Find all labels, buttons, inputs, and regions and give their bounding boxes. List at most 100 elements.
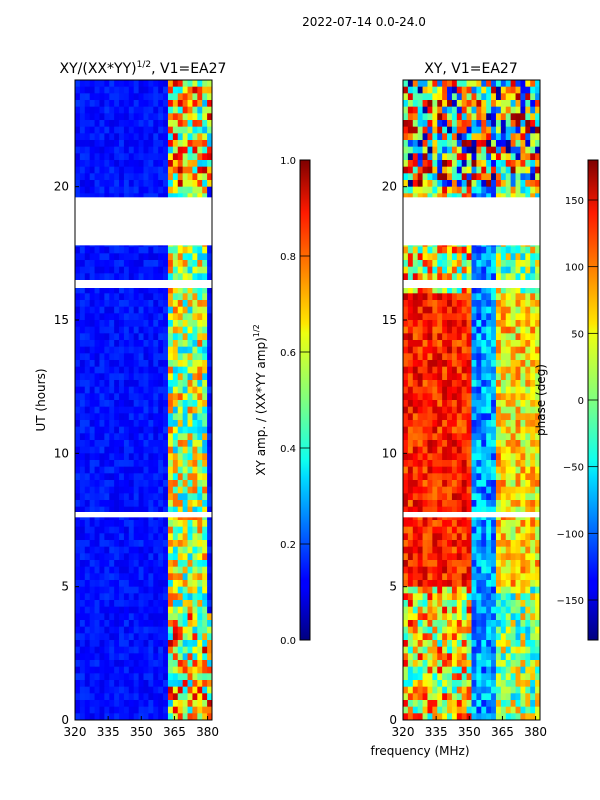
heatmap-cell	[442, 186, 448, 194]
heatmap-cell	[442, 260, 448, 268]
heatmap-cell	[495, 420, 502, 428]
heatmap-cell	[510, 186, 516, 194]
heatmap-cell	[167, 453, 174, 461]
heatmap-cell	[442, 600, 448, 608]
heatmap-cell	[187, 680, 193, 688]
heatmap-cell	[505, 480, 512, 488]
heatmap-cell	[515, 86, 521, 94]
heatmap-cell	[187, 140, 193, 148]
heatmap-cell	[535, 253, 540, 261]
heatmap-cell	[427, 426, 433, 434]
heatmap-cell	[114, 346, 120, 354]
heatmap-cell	[207, 146, 212, 154]
heatmap-cell	[510, 313, 516, 321]
heatmap-cell	[505, 606, 512, 614]
heatmap-cell	[207, 393, 212, 401]
heatmap-cell	[167, 706, 174, 714]
heatmap-cell	[114, 306, 120, 314]
heatmap-cell	[515, 386, 521, 394]
heatmap-cell	[427, 253, 433, 261]
heatmap-cell	[442, 520, 448, 528]
heatmap-cell	[84, 333, 91, 341]
heatmap-cell	[138, 660, 144, 668]
heatmap-cell	[530, 573, 536, 581]
heatmap-cell	[89, 666, 95, 674]
heatmap-cell	[500, 520, 507, 528]
heatmap-cell	[197, 713, 203, 720]
heatmap-cell	[437, 580, 443, 588]
heatmap-cell	[476, 580, 482, 588]
heatmap-cell	[133, 660, 139, 668]
data-gap	[75, 512, 212, 518]
heatmap-cell	[207, 253, 212, 261]
heatmap-cell	[119, 253, 125, 261]
heatmap-cell	[177, 313, 184, 321]
heatmap-cell	[182, 100, 188, 108]
heatmap-cell	[84, 633, 91, 641]
heatmap-cell	[128, 286, 135, 294]
heatmap-cell	[158, 406, 164, 414]
heatmap-cell	[456, 566, 463, 574]
heatmap-cell	[75, 113, 81, 121]
heatmap-cell	[138, 393, 144, 401]
heatmap-cell	[99, 313, 105, 321]
heatmap-cell	[520, 413, 526, 421]
heatmap-cell	[94, 680, 100, 688]
heatmap-cell	[133, 460, 139, 468]
heatmap-cell	[158, 246, 164, 254]
heatmap-cell	[476, 106, 482, 114]
heatmap-cell	[447, 100, 453, 108]
heatmap-cell	[177, 360, 184, 368]
heatmap-cell	[89, 133, 95, 141]
heatmap-cell	[114, 520, 120, 528]
heatmap-cell	[123, 93, 130, 101]
heatmap-cell	[456, 313, 463, 321]
heatmap-cell	[412, 373, 419, 381]
heatmap-cell	[403, 613, 409, 621]
heatmap-cell	[495, 380, 502, 388]
heatmap-cell	[128, 706, 135, 714]
heatmap-cell	[75, 106, 81, 114]
heatmap-cell	[491, 326, 497, 334]
heatmap-cell	[158, 706, 164, 714]
heatmap-cell	[119, 486, 125, 494]
heatmap-cell	[202, 566, 208, 574]
heatmap-cell	[403, 146, 409, 154]
heatmap-cell	[447, 560, 453, 568]
heatmap-cell	[197, 460, 203, 468]
heatmap-cell	[481, 180, 487, 188]
heatmap-cell	[505, 113, 512, 121]
heatmap-cell	[403, 380, 409, 388]
heatmap-cell	[79, 160, 86, 168]
heatmap-cell	[133, 306, 139, 314]
heatmap-cell	[163, 560, 169, 568]
heatmap-cell	[123, 146, 130, 154]
heatmap-cell	[158, 400, 164, 408]
heatmap-cell	[403, 586, 409, 594]
heatmap-cell	[451, 353, 458, 361]
heatmap-cell	[123, 673, 130, 681]
heatmap-cell	[182, 173, 188, 181]
heatmap-cell	[75, 193, 81, 201]
heatmap-cell	[486, 586, 492, 594]
heatmap-cell	[442, 613, 448, 621]
heatmap-cell	[456, 173, 463, 181]
heatmap-cell	[75, 500, 81, 508]
heatmap-cell	[486, 366, 492, 374]
heatmap-cell	[486, 560, 492, 568]
heatmap-cell	[427, 486, 433, 494]
heatmap-cell	[476, 86, 482, 94]
heatmap-cell	[427, 306, 433, 314]
heatmap-cell	[535, 440, 540, 448]
heatmap-cell	[143, 613, 149, 621]
heatmap-cell	[153, 340, 159, 348]
heatmap-cell	[114, 713, 120, 720]
heatmap-cell	[422, 286, 428, 294]
heatmap-cell	[192, 546, 198, 554]
heatmap-cell	[123, 633, 130, 641]
heatmap-cell	[403, 180, 409, 188]
heatmap-cell	[75, 573, 81, 581]
heatmap-cell	[197, 273, 203, 281]
heatmap-cell	[143, 400, 149, 408]
heatmap-cell	[505, 593, 512, 601]
